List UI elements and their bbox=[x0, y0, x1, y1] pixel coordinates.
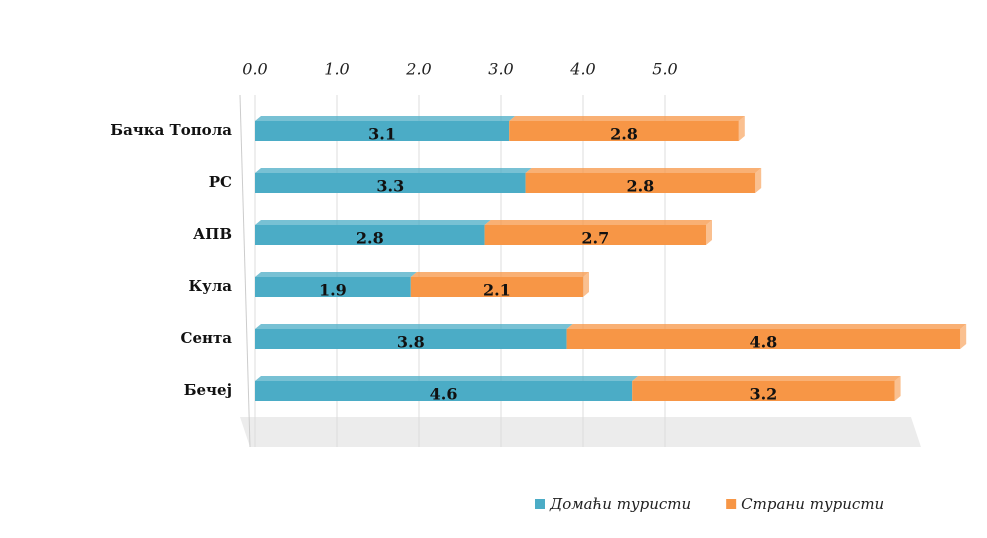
legend-swatch bbox=[726, 499, 737, 509]
bar bbox=[509, 121, 739, 141]
value-label: 2.8 bbox=[356, 229, 384, 248]
x-tick-label: 3.0 bbox=[488, 60, 513, 79]
legend-swatch bbox=[535, 499, 545, 509]
bar bbox=[525, 173, 756, 193]
x-tick-label: 4.0 bbox=[569, 60, 595, 79]
bar-segment bbox=[632, 376, 901, 401]
bar-segment bbox=[255, 220, 491, 245]
bar bbox=[255, 173, 526, 193]
bar bbox=[632, 381, 895, 401]
bar bbox=[484, 225, 706, 245]
bar bbox=[255, 277, 411, 297]
bar-top bbox=[484, 220, 712, 225]
value-label: 1.9 bbox=[319, 281, 347, 300]
bar-end bbox=[755, 168, 762, 193]
y-tick-label: АПВ bbox=[193, 225, 232, 243]
bar bbox=[255, 225, 485, 245]
bar bbox=[255, 381, 633, 401]
bar bbox=[566, 329, 961, 349]
bar-segment bbox=[484, 220, 712, 245]
bar-segment bbox=[255, 168, 532, 193]
x-tick-label: 2.0 bbox=[405, 60, 431, 79]
bar-segment bbox=[410, 272, 589, 297]
bar-end bbox=[894, 376, 901, 401]
bar-segment bbox=[566, 324, 967, 349]
bar-top bbox=[255, 168, 532, 173]
value-label: 2.1 bbox=[483, 281, 511, 300]
floor bbox=[240, 417, 921, 447]
value-label: 4.8 bbox=[749, 333, 777, 352]
bar-end bbox=[706, 220, 712, 245]
y-tick-label: Бачка Топола bbox=[110, 121, 232, 139]
value-label: 3.1 bbox=[368, 125, 396, 144]
bar-segment bbox=[255, 272, 417, 297]
x-tick-label: 5.0 bbox=[652, 60, 677, 79]
bar-segment bbox=[255, 324, 573, 349]
bar bbox=[255, 329, 567, 349]
value-label: 2.8 bbox=[626, 177, 654, 196]
value-label: 2.8 bbox=[610, 125, 638, 144]
y-tick-label: Сента bbox=[181, 329, 233, 347]
value-label: 3.3 bbox=[376, 177, 404, 196]
bar-top bbox=[525, 168, 762, 173]
bar-segment bbox=[255, 376, 639, 401]
y-tick-label: РС bbox=[209, 173, 232, 191]
value-label: 2.7 bbox=[581, 229, 609, 248]
bar-top bbox=[509, 116, 745, 121]
bar-segment bbox=[525, 168, 762, 193]
bar-segment bbox=[509, 116, 745, 141]
bar bbox=[255, 121, 510, 141]
bar-top bbox=[255, 116, 516, 121]
bar-end bbox=[738, 116, 745, 141]
bar-top bbox=[255, 272, 417, 277]
value-label: 3.8 bbox=[397, 333, 425, 352]
legend-label: Страни туристи bbox=[741, 495, 884, 513]
y-axis bbox=[239, 94, 251, 448]
bar bbox=[410, 277, 583, 297]
bar-top bbox=[566, 324, 967, 329]
bar-top bbox=[255, 376, 639, 381]
legend-label: Домаћи туристи bbox=[549, 495, 691, 513]
x-tick-label: 0.0 bbox=[242, 60, 267, 79]
bar-top bbox=[632, 376, 901, 381]
bar-top bbox=[255, 324, 573, 329]
bar-segment bbox=[255, 116, 516, 141]
y-tick-label: Бечеј bbox=[184, 381, 232, 399]
bar-end bbox=[583, 272, 589, 297]
x-tick-label: 1.0 bbox=[324, 60, 349, 79]
value-label: 3.2 bbox=[749, 385, 777, 404]
bar-top bbox=[255, 220, 491, 225]
value-label: 4.6 bbox=[430, 385, 458, 404]
bar-end bbox=[960, 324, 967, 349]
y-tick-label: Кула bbox=[188, 277, 232, 295]
bar-top bbox=[410, 272, 589, 277]
